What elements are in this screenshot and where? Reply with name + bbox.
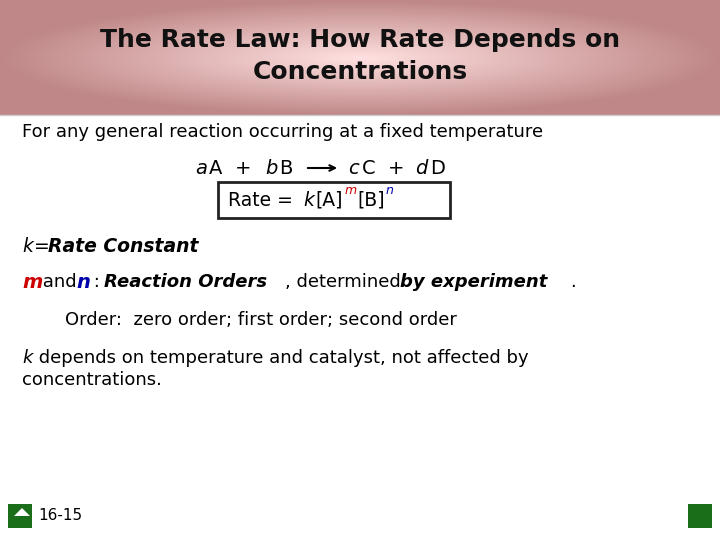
Bar bbox=[218, 182, 450, 218]
Text: c: c bbox=[348, 159, 359, 178]
Bar bbox=[688, 504, 712, 528]
Text: C: C bbox=[362, 159, 376, 178]
Text: +: + bbox=[388, 159, 405, 178]
Text: b: b bbox=[265, 159, 277, 178]
Text: .: . bbox=[570, 273, 576, 291]
Text: Rate =: Rate = bbox=[228, 191, 299, 210]
Text: , determined: , determined bbox=[285, 273, 407, 291]
Text: n: n bbox=[386, 185, 394, 198]
Text: The Rate Law: How Rate Depends on: The Rate Law: How Rate Depends on bbox=[100, 28, 620, 52]
Text: concentrations.: concentrations. bbox=[22, 371, 162, 389]
Text: d: d bbox=[415, 159, 428, 178]
Text: m: m bbox=[345, 185, 357, 198]
Text: For any general reaction occurring at a fixed temperature: For any general reaction occurring at a … bbox=[22, 123, 543, 141]
Text: [A]: [A] bbox=[315, 191, 343, 210]
Text: Rate Constant: Rate Constant bbox=[48, 237, 199, 255]
Text: k: k bbox=[303, 191, 314, 210]
Text: depends on temperature and catalyst, not affected by: depends on temperature and catalyst, not… bbox=[33, 349, 528, 367]
Text: =: = bbox=[34, 237, 55, 255]
Text: m: m bbox=[22, 273, 42, 292]
Text: :: : bbox=[88, 273, 106, 291]
Text: k: k bbox=[22, 349, 32, 367]
Text: [B]: [B] bbox=[357, 191, 384, 210]
Text: D: D bbox=[430, 159, 445, 178]
Text: and: and bbox=[37, 273, 82, 291]
Bar bbox=[8, 504, 32, 528]
Text: Reaction Orders: Reaction Orders bbox=[104, 273, 267, 291]
Text: by experiment: by experiment bbox=[400, 273, 547, 291]
Text: k: k bbox=[22, 237, 33, 255]
Text: Order:  zero order; first order; second order: Order: zero order; first order; second o… bbox=[65, 311, 457, 329]
Text: a: a bbox=[195, 159, 207, 178]
Bar bbox=[8, 504, 32, 528]
Text: n: n bbox=[76, 273, 90, 292]
Text: B: B bbox=[279, 159, 292, 178]
Text: 16-15: 16-15 bbox=[38, 509, 82, 523]
Polygon shape bbox=[14, 508, 30, 516]
Text: +: + bbox=[235, 159, 251, 178]
Text: Concentrations: Concentrations bbox=[253, 60, 467, 84]
Text: A: A bbox=[209, 159, 222, 178]
